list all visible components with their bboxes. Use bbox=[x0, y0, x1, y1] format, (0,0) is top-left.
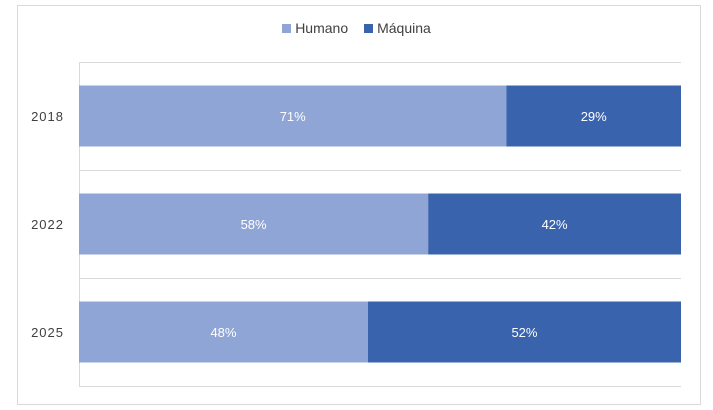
legend-swatch-humano bbox=[282, 23, 292, 33]
data-label: 58% bbox=[241, 217, 267, 232]
bar-humano-2022 bbox=[79, 193, 429, 255]
bar-mquina-2018 bbox=[506, 85, 681, 147]
category-tick-label: 2025 bbox=[31, 325, 64, 340]
bar-mquina-2022 bbox=[428, 193, 681, 255]
data-label: 52% bbox=[511, 325, 537, 340]
data-label: 29% bbox=[581, 109, 607, 124]
data-label: 71% bbox=[280, 109, 306, 124]
bar-humano-2025 bbox=[79, 301, 368, 363]
category-tick-label: 2018 bbox=[31, 109, 64, 124]
data-label: 42% bbox=[542, 217, 568, 232]
legend: Humano Máquina bbox=[0, 19, 713, 37]
legend-item-humano: Humano bbox=[282, 20, 348, 36]
bar-humano-2018 bbox=[79, 85, 507, 147]
legend-item-maquina: Máquina bbox=[364, 20, 431, 36]
bar-mquina-2025 bbox=[367, 301, 681, 363]
legend-label-maquina: Máquina bbox=[377, 20, 431, 36]
legend-label-humano: Humano bbox=[295, 20, 349, 36]
legend-swatch-maquina bbox=[364, 23, 374, 33]
data-label: 48% bbox=[210, 325, 236, 340]
category-tick-label: 2022 bbox=[31, 217, 64, 232]
